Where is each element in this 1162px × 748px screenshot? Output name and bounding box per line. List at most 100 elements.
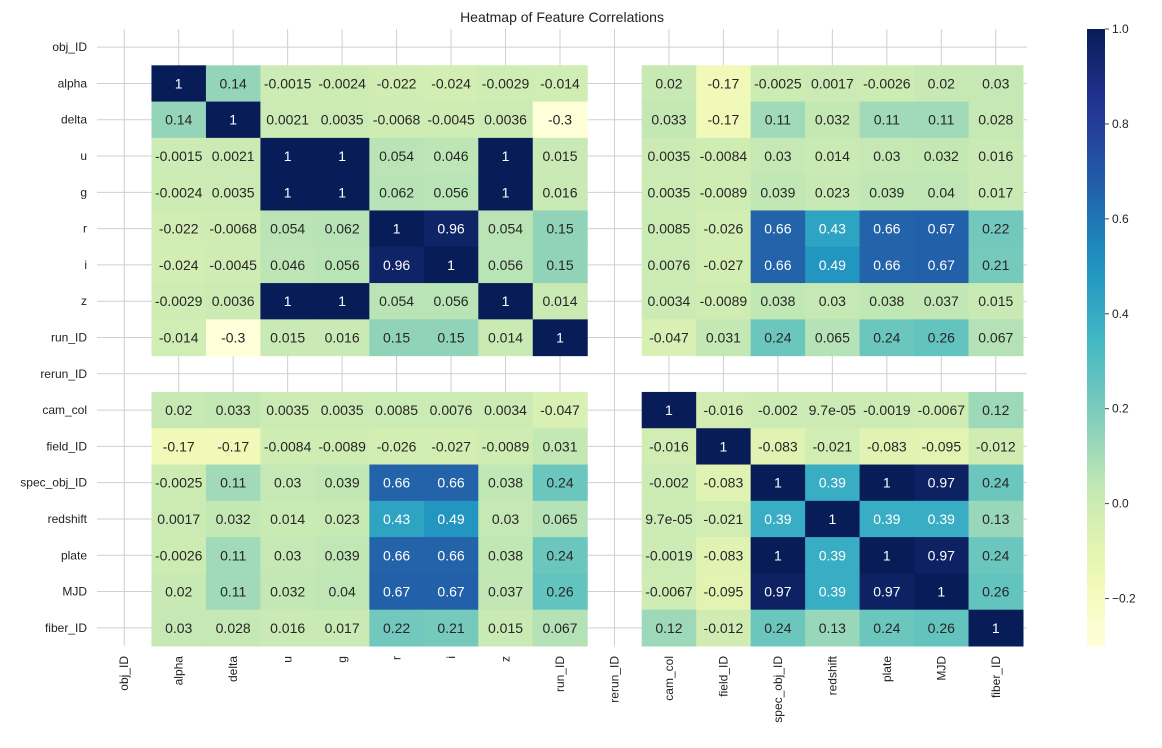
heatmap-cell [478,464,534,502]
heatmap-cell [478,174,534,211]
heatmap-cell [805,428,861,466]
heatmap-cell [641,573,697,611]
heatmap-cell [859,283,915,320]
heatmap-cell [205,391,261,429]
heatmap-cell [914,428,970,466]
cell-annotation: 0.028 [216,620,251,636]
cell-annotation: 0.67 [383,584,410,600]
heatmap-cell [859,210,915,248]
cell-annotation: 0.66 [437,547,464,563]
cell-annotation: 0.067 [978,330,1013,346]
cell-annotation: 0.065 [542,511,577,527]
x-tick-label: rerun_ID [607,656,621,703]
cell-annotation: -0.047 [540,402,580,418]
heatmap-cell [314,246,370,284]
cell-annotation: 0.032 [216,511,251,527]
heatmap-cell [968,137,1024,175]
heatmap-cell [859,428,915,466]
heatmap-cell [532,609,588,647]
cell-annotation: 0.39 [819,584,846,600]
cell-annotation: 0.67 [928,257,955,273]
cell-annotation: 0.26 [928,330,955,346]
cell-annotation: 0.66 [764,257,791,273]
cell-annotation: 0.67 [928,221,955,237]
heatmap-cell [369,65,425,103]
cell-annotation: -0.0015 [155,148,203,164]
cell-annotation: -0.0084 [264,438,312,454]
cell-annotation: 0.24 [764,620,791,636]
cell-annotation: 0.067 [542,620,577,636]
cell-annotation: -0.026 [377,438,417,454]
cell-annotation: 0.15 [546,257,573,273]
heatmap-cell [641,500,697,538]
heatmap-cell [914,609,970,647]
y-tick-label: r [83,222,87,236]
cell-annotation: 0.0017 [811,75,854,91]
cell-annotation: 0.0035 [266,402,309,418]
cell-annotation: -0.0019 [645,547,693,563]
cell-annotation: 0.66 [383,475,410,491]
heatmap-cell [859,464,915,502]
cell-annotation: 1 [883,547,891,563]
cell-annotation: -0.0089 [700,184,748,200]
heatmap-cell [914,573,970,611]
cell-annotation: -0.095 [704,584,744,600]
heatmap-cell [696,246,752,284]
heatmap-cell [750,210,806,248]
cell-annotation: -0.002 [758,402,798,418]
y-tick-label: g [80,185,87,199]
cell-annotation: 0.0085 [648,221,691,237]
cell-annotation: 0.032 [815,112,850,128]
y-tick-label: i [84,258,87,272]
cell-annotation: 0.038 [869,293,904,309]
y-tick-label: redshift [48,512,88,526]
heatmap-cell [260,391,316,429]
cell-annotation: 0.03 [274,475,301,491]
cell-annotation: 0.0085 [375,402,418,418]
heatmap-cell [968,609,1024,647]
cell-annotation: 0.028 [978,112,1013,128]
cell-annotation: -0.083 [704,475,744,491]
heatmap-cell [750,464,806,502]
cell-annotation: 0.039 [869,184,904,200]
heatmap-cell [914,500,970,538]
cell-annotation: 0.0021 [266,112,309,128]
cell-annotation: 1 [828,511,836,527]
cell-annotation: 0.11 [765,112,791,128]
heatmap-cell [750,65,806,103]
cell-annotation: 0.96 [437,221,464,237]
cell-annotation: 0.22 [383,620,410,636]
heatmap-cell [260,174,316,211]
cell-annotation: -0.014 [540,75,580,91]
cell-annotation: 0.031 [706,330,741,346]
heatmap-cell [151,246,207,284]
heatmap-cell [859,101,915,139]
cell-annotation: -0.0068 [209,221,257,237]
heatmap-cell [423,210,479,248]
cell-annotation: 0.014 [270,511,305,527]
heatmap-cell [151,319,207,357]
heatmap-cell [859,246,915,284]
y-tick-label: run_ID [51,331,87,345]
heatmap-cell [532,500,588,538]
cell-annotation: 0.14 [220,75,247,91]
heatmap-cell [151,573,207,611]
cell-annotation: 0.49 [819,257,846,273]
heatmap-cell [750,573,806,611]
heatmap-cell [314,319,370,357]
heatmap-cell [968,174,1024,211]
heatmap-cell [532,428,588,466]
heatmap-cell [314,464,370,502]
cell-annotation: -0.17 [217,438,249,454]
cell-annotation: 0.66 [383,547,410,563]
cell-annotation: 0.49 [437,511,464,527]
cell-annotation: 0.054 [379,293,414,309]
heatmap-cell [260,500,316,538]
cell-annotation: 0.033 [651,112,686,128]
heatmap-cell [968,210,1024,248]
cell-annotation: 0.037 [488,584,523,600]
cell-annotation: 0.065 [815,330,850,346]
cell-annotation: -0.022 [377,75,417,91]
cell-annotation: 1 [338,184,346,200]
